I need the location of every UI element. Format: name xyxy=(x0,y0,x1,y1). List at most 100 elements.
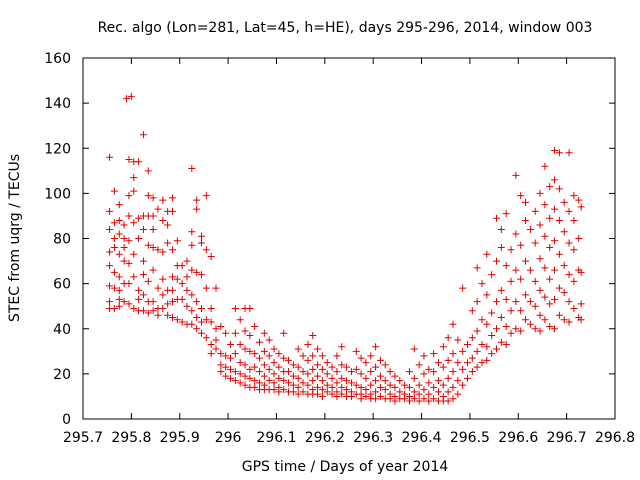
data-point xyxy=(110,304,118,312)
y-tick-label: 120 xyxy=(44,141,71,157)
data-point xyxy=(323,359,331,367)
x-tick-label: 296.5 xyxy=(450,430,490,446)
data-point xyxy=(115,295,123,303)
data-point xyxy=(376,392,384,400)
data-point xyxy=(139,225,147,233)
data-point xyxy=(555,250,563,258)
data-point xyxy=(178,295,186,303)
data-point xyxy=(289,372,297,380)
data-point xyxy=(120,298,128,306)
data-point xyxy=(522,316,530,324)
data-point xyxy=(522,198,530,206)
data-point xyxy=(439,363,447,371)
data-point xyxy=(115,302,123,310)
data-point xyxy=(309,332,317,340)
data-point xyxy=(202,316,210,324)
data-point xyxy=(236,359,244,367)
data-point xyxy=(154,205,162,213)
data-point xyxy=(497,286,505,294)
data-point xyxy=(139,131,147,139)
data-point xyxy=(343,377,351,385)
data-point xyxy=(318,386,326,394)
data-point xyxy=(241,327,249,335)
data-point xyxy=(517,192,525,200)
data-point xyxy=(381,386,389,394)
y-tick-label: 80 xyxy=(53,232,71,248)
data-point xyxy=(459,365,467,373)
data-point xyxy=(193,298,201,306)
data-point xyxy=(493,345,501,353)
data-point xyxy=(318,392,326,400)
data-point xyxy=(425,379,433,387)
data-point xyxy=(144,241,152,249)
data-point xyxy=(449,395,457,403)
data-point xyxy=(202,334,210,342)
data-point xyxy=(188,291,196,299)
data-point xyxy=(493,214,501,222)
data-point xyxy=(246,365,254,373)
data-point xyxy=(430,395,438,403)
data-point xyxy=(502,322,510,330)
data-point xyxy=(333,392,341,400)
data-point xyxy=(188,228,196,236)
data-point xyxy=(212,284,220,292)
data-point xyxy=(251,377,259,385)
data-point xyxy=(280,386,288,394)
data-point xyxy=(127,92,135,100)
data-point xyxy=(173,316,181,324)
data-point xyxy=(454,377,462,385)
data-point xyxy=(130,304,138,312)
data-point xyxy=(144,192,152,200)
data-point xyxy=(526,320,534,328)
data-point xyxy=(376,356,384,364)
data-point xyxy=(497,244,505,252)
data-point xyxy=(125,259,133,267)
data-point xyxy=(551,325,559,333)
data-point xyxy=(135,295,143,303)
data-point xyxy=(357,370,365,378)
data-point xyxy=(444,374,452,382)
data-point xyxy=(478,359,486,367)
data-point xyxy=(168,286,176,294)
data-point xyxy=(135,214,143,222)
data-point xyxy=(541,293,549,301)
data-point xyxy=(188,241,196,249)
data-point xyxy=(149,307,157,315)
data-point xyxy=(444,388,452,396)
data-point xyxy=(115,250,123,258)
data-point xyxy=(415,381,423,389)
data-point xyxy=(430,383,438,391)
data-point xyxy=(570,216,578,224)
y-tick-label: 100 xyxy=(44,186,71,202)
data-point xyxy=(577,203,585,211)
data-point xyxy=(367,352,375,360)
data-point xyxy=(110,244,118,252)
data-point xyxy=(149,298,157,306)
data-point xyxy=(415,361,423,369)
data-point xyxy=(546,183,554,191)
data-point xyxy=(536,327,544,335)
data-point xyxy=(236,316,244,324)
data-point xyxy=(468,334,476,342)
data-point xyxy=(420,370,428,378)
data-point xyxy=(352,347,360,355)
data-point xyxy=(526,266,534,274)
data-point xyxy=(159,216,167,224)
data-point xyxy=(333,352,341,360)
data-point xyxy=(488,309,496,317)
data-point xyxy=(139,307,147,315)
data-point xyxy=(328,374,336,382)
data-point xyxy=(231,304,239,312)
data-point xyxy=(577,300,585,308)
data-point xyxy=(362,374,370,382)
data-point xyxy=(541,316,549,324)
data-point xyxy=(130,219,138,227)
data-point xyxy=(159,196,167,204)
data-point xyxy=(555,216,563,224)
data-point xyxy=(546,214,554,222)
data-point xyxy=(260,347,268,355)
data-point xyxy=(507,277,515,285)
data-point xyxy=(415,390,423,398)
data-point xyxy=(197,232,205,240)
data-point xyxy=(560,262,568,270)
